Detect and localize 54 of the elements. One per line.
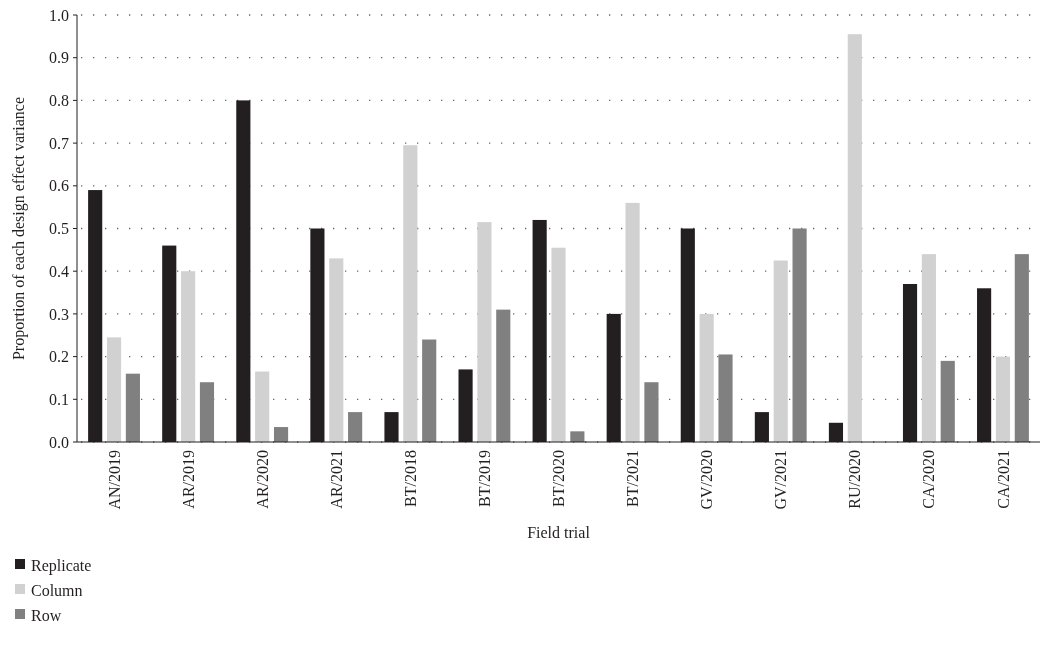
bar <box>329 258 344 442</box>
y-tick-label: 0.2 <box>49 348 69 366</box>
x-tick-label: BT/2020 <box>550 450 568 507</box>
bar <box>348 412 363 442</box>
bar <box>106 337 122 442</box>
bar <box>644 382 659 442</box>
bar <box>792 228 807 442</box>
x-tick-label: GV/2020 <box>698 450 716 510</box>
legend-label: Replicate <box>31 556 92 575</box>
x-tick-label: CA/2020 <box>920 450 938 509</box>
bar <box>718 354 733 442</box>
y-axis-title: Proportion of each design effect variance <box>10 96 28 361</box>
bar <box>477 222 492 442</box>
bar <box>773 260 788 442</box>
bar <box>422 339 437 442</box>
bar <box>255 371 270 442</box>
x-tick-label: GV/2021 <box>772 450 790 510</box>
bar <box>181 271 196 442</box>
x-tick-label: AR/2020 <box>253 450 271 509</box>
y-tick-label: 0.4 <box>49 262 69 280</box>
y-tick-label: 0.8 <box>49 92 69 109</box>
bar <box>1014 254 1029 442</box>
y-tick-label: 0.5 <box>49 220 69 238</box>
x-tick-label: BT/2019 <box>476 450 494 507</box>
bar <box>570 431 585 442</box>
x-tick-label: AN/2019 <box>105 450 123 510</box>
y-tick-label: 0.7 <box>49 134 69 152</box>
bar <box>551 247 566 442</box>
bar <box>496 309 511 442</box>
y-tick-label: 0.6 <box>49 177 69 195</box>
y-tick-label: 0.9 <box>49 49 69 67</box>
x-tick-label: BT/2018 <box>401 450 419 507</box>
x-tick-label: RU/2020 <box>846 450 864 509</box>
bar <box>625 202 640 442</box>
x-tick-label: CA/2021 <box>994 450 1012 509</box>
bar <box>995 356 1011 442</box>
bar <box>403 145 418 442</box>
y-tick-label: 1.0 <box>49 6 69 24</box>
x-tick-label: BT/2021 <box>624 450 642 507</box>
bar <box>699 313 714 442</box>
bar <box>940 360 955 442</box>
y-tick-label: 0.1 <box>49 390 69 408</box>
legend-label: Row <box>31 606 62 624</box>
y-tick-label: 0.3 <box>49 305 69 323</box>
y-tick-label: 0.0 <box>49 433 69 451</box>
x-tick-label: AR/2021 <box>327 450 345 509</box>
bar <box>273 427 289 442</box>
x-tick-label: AR/2019 <box>179 450 197 509</box>
x-axis-title: Field trial <box>527 524 591 541</box>
bar <box>125 373 140 442</box>
bar <box>921 254 936 442</box>
legend-label: Column <box>31 581 83 599</box>
bar <box>847 34 862 442</box>
bar <box>199 382 215 442</box>
